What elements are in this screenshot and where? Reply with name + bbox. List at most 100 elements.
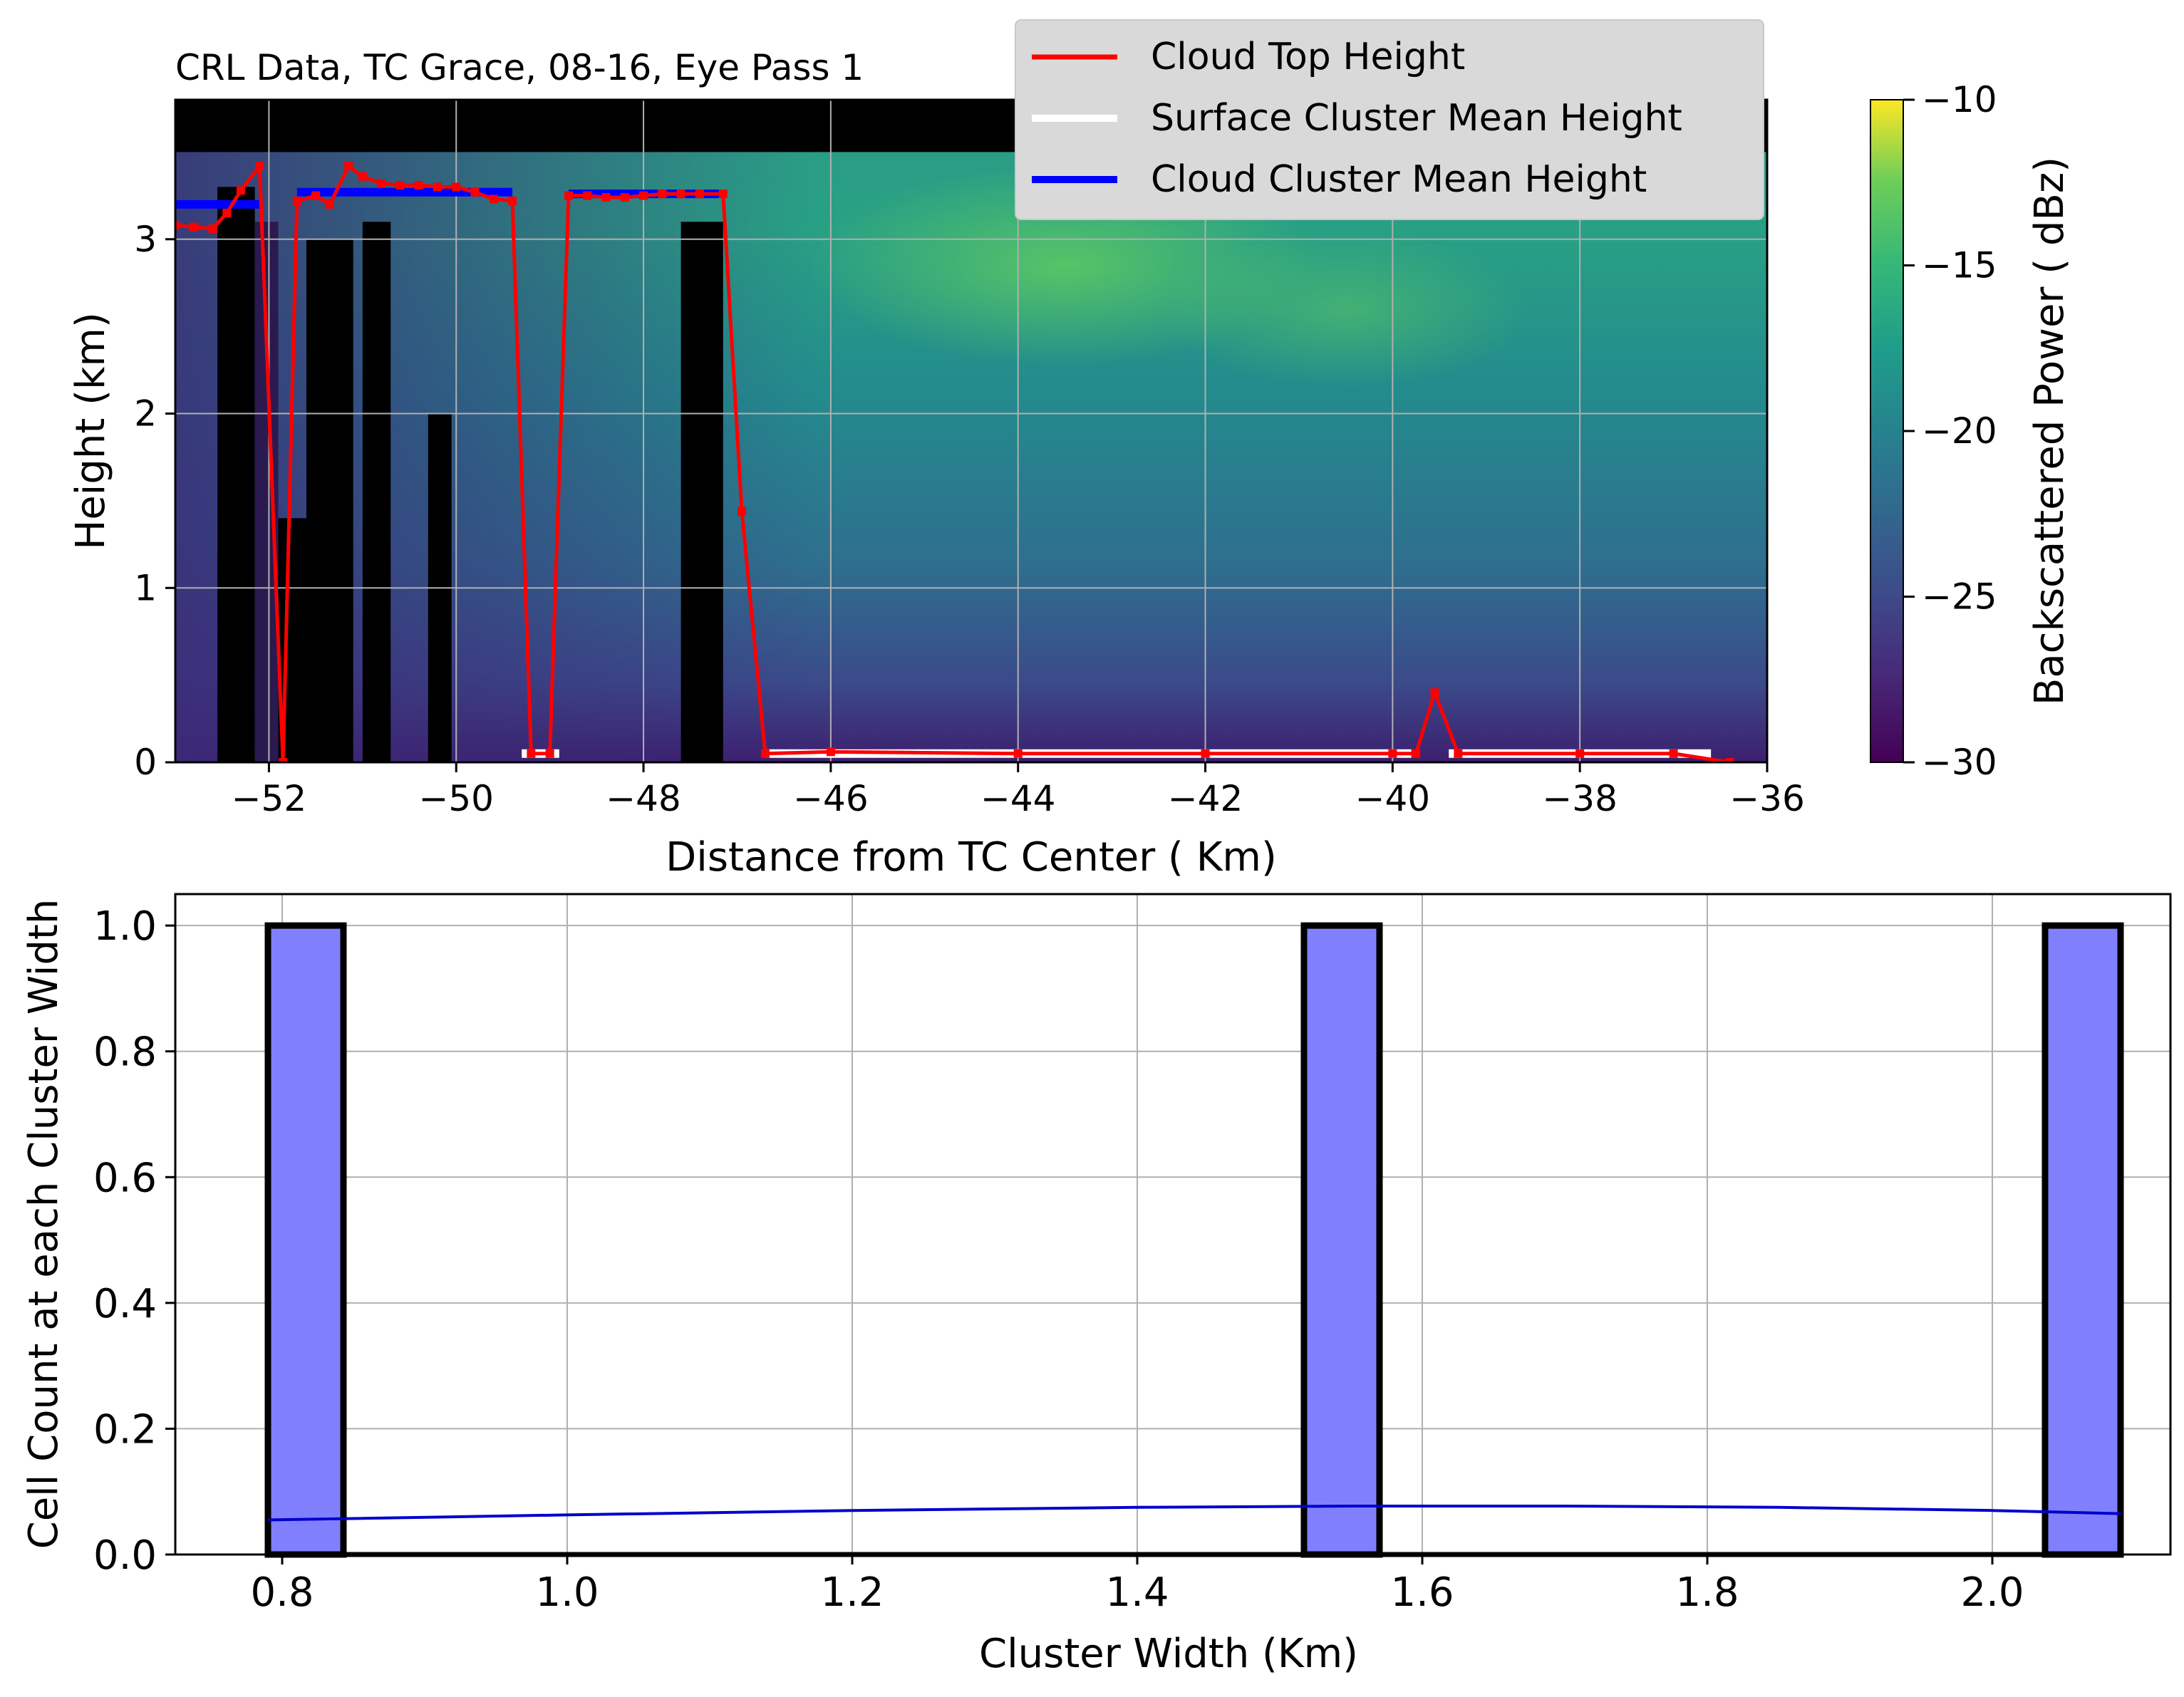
field-dark-column (680, 222, 723, 762)
cloud-top-marker (1430, 688, 1439, 697)
y-tick-label: 2 (134, 393, 157, 435)
cloud-top-marker (1388, 749, 1397, 758)
x-tick-label: 1.0 (535, 1569, 599, 1616)
cloud-top-marker (395, 180, 405, 190)
cloud-top-marker (414, 180, 423, 190)
x-tick-label: 2.0 (1960, 1569, 2024, 1616)
field-dark-column (217, 187, 255, 762)
cloud-top-marker (358, 172, 367, 181)
x-tick-label: 1.6 (1390, 1569, 1454, 1616)
field-dark-column (306, 239, 353, 762)
legend-box (1015, 19, 1764, 220)
x-tick-label: 0.8 (250, 1569, 314, 1616)
cloud-top-marker (1412, 749, 1421, 758)
y-tick-label: 0 (134, 742, 157, 783)
kde-curve (267, 1505, 2121, 1522)
x-tick-label: 1.4 (1105, 1569, 1169, 1616)
cloud-top-marker (1201, 749, 1210, 758)
cloud-top-marker (718, 190, 728, 199)
cloud-top-marker (1725, 758, 1734, 762)
cloud-top-marker (826, 747, 835, 757)
top-y-axis-label: Height (km) (68, 312, 114, 550)
y-tick-label: 0.2 (93, 1406, 157, 1453)
colorbar: −10 −15 −20 −25 −30 Backscattered Power ( dB… (1870, 79, 2073, 783)
cloud-top-marker (527, 749, 536, 758)
colorbar-gradient (1870, 99, 1904, 763)
y-tick-label: 3 (134, 219, 157, 260)
cloud-top-marker (564, 191, 573, 200)
cloud-top-marker (676, 190, 685, 199)
x-tick-label: −42 (1168, 778, 1243, 819)
cloud-top-marker (344, 162, 353, 170)
cloud-top-marker (292, 196, 301, 205)
bottom-x-axis-label: Cluster Width (Km) (979, 1631, 1358, 1677)
cloud-top-marker (695, 190, 704, 199)
cloud-top-marker (279, 758, 288, 762)
y-tick-label: 0.4 (93, 1281, 157, 1327)
cloud-top-marker (545, 749, 554, 758)
cloud-top-marker (222, 209, 232, 218)
cloud-top-marker (236, 186, 245, 195)
x-tick-label: 1.2 (820, 1569, 884, 1616)
cloud-top-marker (639, 191, 648, 200)
chart-title: CRL Data, TC Grace, 08-16, Eye Pass 1 (175, 47, 864, 88)
field-bright-region (1160, 230, 1531, 388)
colorbar-tick-label: −15 (1922, 245, 1997, 286)
cloud-top-marker (658, 190, 667, 199)
cloud-top-marker (1669, 749, 1678, 758)
top-grid (175, 100, 1768, 763)
cloud-top-marker (452, 182, 461, 192)
cloud-top-marker (433, 182, 442, 192)
field-dark-column (362, 222, 391, 762)
bottom-y-ticks: 0.0 0.2 0.4 0.6 0.8 1.0 (93, 903, 175, 1579)
cloud-top-marker (470, 187, 480, 197)
x-tick-label: −46 (793, 778, 869, 819)
colorbar-label: Backscattered Power ( dBz) (2027, 157, 2073, 705)
bottom-axes-frame (174, 893, 2172, 1556)
legend-label-cloud-top: Cloud Top Height (1151, 36, 1465, 78)
cloud-top-marker (583, 191, 592, 200)
cloud-top-marker (1575, 749, 1585, 758)
colorbar-tick-label: −25 (1922, 576, 1997, 618)
histogram-bar (264, 922, 347, 1558)
top-x-axis-label: Distance from TC Center ( Km) (666, 834, 1277, 881)
x-tick-label: −38 (1542, 778, 1618, 819)
top-series (175, 162, 1734, 762)
bottom-panel: 0.8 1.0 1.2 1.4 1.6 1.8 2.0 0.0 0.2 0.4 0.6 0.8 1.0… (21, 893, 2172, 1677)
x-tick-label: −36 (1729, 778, 1805, 819)
cloud-top-marker (1454, 749, 1463, 758)
bottom-y-axis-label: Cell Count at each Cluster Width (21, 899, 67, 1550)
legend-label-surface-mean: Surface Cluster Mean Height (1151, 97, 1682, 140)
cloud-top-marker (377, 179, 386, 188)
top-axes-frame (174, 98, 1769, 764)
legend-label-cloud-mean: Cloud Cluster Mean Height (1151, 158, 1647, 201)
cloud-top-marker (1013, 749, 1023, 758)
y-tick-label: 0.8 (93, 1029, 157, 1076)
cloud-top-marker (208, 224, 217, 234)
cloud-top-marker (325, 199, 334, 209)
x-tick-label: 1.8 (1675, 1569, 1739, 1616)
bottom-axes-background (175, 894, 2170, 1555)
top-x-ticks: −52 −50 −48 −46 −44 −42 −40 −38 −36 (232, 762, 1805, 819)
histogram-bar (2041, 922, 2124, 1558)
cloud-top-marker (760, 749, 770, 758)
cloud-top-marker (508, 196, 517, 205)
bottom-x-ticks: 0.8 1.0 1.2 1.4 1.6 1.8 2.0 (250, 1555, 2024, 1616)
y-tick-label: 1.0 (93, 903, 157, 950)
x-tick-label: −52 (232, 778, 307, 819)
colorbar-ticks: −10 −15 −20 −25 −30 (1903, 79, 1997, 783)
y-tick-label: 1 (134, 567, 157, 608)
cloud-top-marker (255, 162, 264, 170)
cloud-top-marker (175, 221, 180, 230)
top-y-ticks: 0 1 2 3 (134, 219, 175, 783)
x-tick-label: −44 (980, 778, 1056, 819)
x-tick-label: −40 (1355, 778, 1431, 819)
colorbar-tick-label: −10 (1922, 79, 1997, 120)
colorbar-tick-label: −30 (1922, 742, 1997, 783)
legend: Cloud Top Height Surface Cluster Mean He… (1015, 19, 1764, 220)
cloud-top-marker (601, 193, 611, 202)
y-tick-label: 0.6 (93, 1155, 157, 1201)
cloud-top-marker (190, 222, 199, 232)
cloud-top-marker (620, 193, 629, 202)
